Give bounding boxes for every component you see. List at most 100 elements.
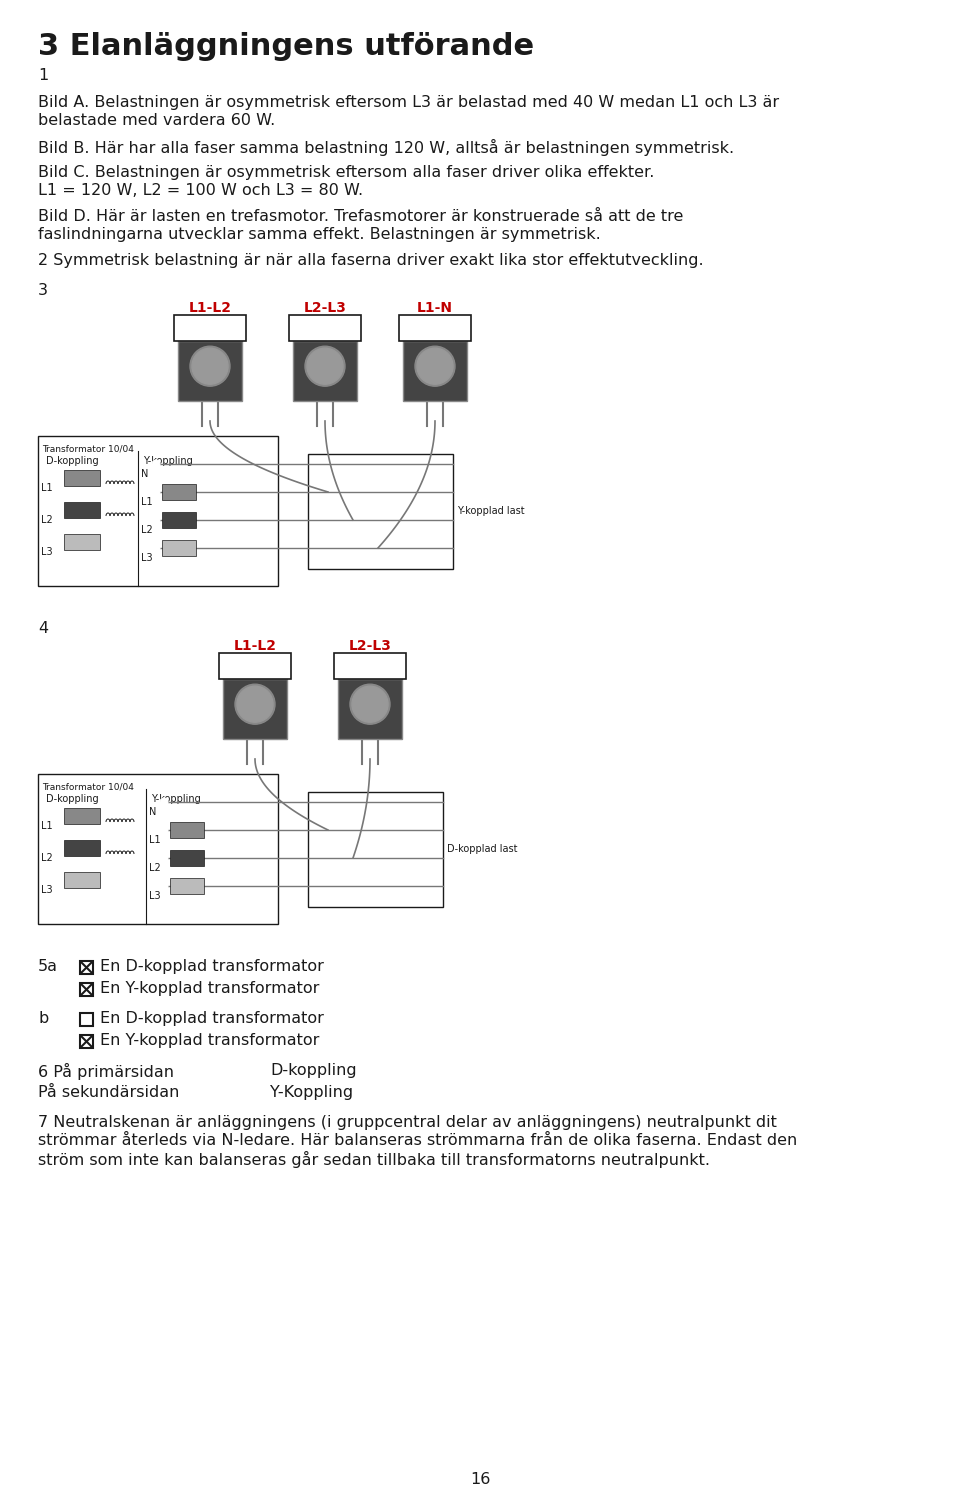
Text: Bild A. Belastningen är osymmetrisk eftersom L3 är belastad med 40 W medan L1 oc: Bild A. Belastningen är osymmetrisk efte… (38, 95, 780, 110)
Text: N: N (149, 807, 156, 817)
Text: Y-koppling: Y-koppling (143, 456, 193, 466)
Text: L1: L1 (149, 835, 160, 844)
Text: L1: L1 (141, 497, 153, 506)
Text: D-koppling: D-koppling (270, 1063, 356, 1078)
Text: Bild C. Belastningen är osymmetrisk eftersom alla faser driver olika effekter.: Bild C. Belastningen är osymmetrisk efte… (38, 165, 655, 180)
Bar (80, 1035, 93, 1048)
Circle shape (305, 347, 345, 386)
Bar (170, 850, 204, 867)
Text: L1-N: L1-N (417, 301, 453, 316)
Text: L1: L1 (41, 820, 53, 831)
Bar (170, 822, 204, 838)
Bar (223, 679, 287, 739)
Text: L2: L2 (41, 853, 53, 864)
Bar (178, 341, 242, 401)
Text: Y-koppling: Y-koppling (151, 794, 201, 804)
Text: D-kopplad last: D-kopplad last (447, 844, 517, 855)
Bar (64, 471, 100, 485)
Circle shape (160, 826, 168, 834)
Circle shape (160, 881, 168, 890)
Bar (338, 679, 402, 739)
Circle shape (192, 348, 228, 384)
Bar (162, 512, 196, 529)
Circle shape (190, 347, 230, 386)
Bar (64, 840, 100, 856)
Bar (162, 541, 196, 555)
Text: L3: L3 (41, 884, 53, 895)
Text: L3: L3 (141, 552, 153, 563)
Bar (64, 502, 100, 518)
Circle shape (160, 798, 168, 806)
Circle shape (350, 685, 390, 724)
Bar (80, 983, 93, 996)
Circle shape (54, 812, 62, 820)
Text: 2 Symmetrisk belastning är när alla faserna driver exakt lika stor effektutveckl: 2 Symmetrisk belastning är när alla fase… (38, 253, 704, 268)
Circle shape (307, 348, 343, 384)
Text: 5a: 5a (38, 959, 58, 974)
Circle shape (415, 347, 455, 386)
Text: L1 = 120 W, L2 = 100 W och L3 = 80 W.: L1 = 120 W, L2 = 100 W och L3 = 80 W. (38, 183, 363, 198)
Circle shape (152, 488, 160, 496)
Text: D-koppling: D-koppling (46, 456, 99, 466)
Text: 400 V: 400 V (186, 319, 233, 334)
Bar (174, 316, 246, 341)
Text: 230 V: 230 V (412, 319, 459, 334)
Circle shape (54, 876, 62, 884)
Text: 6 På primärsidan: 6 På primärsidan (38, 1063, 174, 1080)
Text: L2-L3: L2-L3 (303, 301, 347, 316)
Text: 1: 1 (38, 68, 48, 83)
Text: 3 Elanläggningens utförande: 3 Elanläggningens utförande (38, 31, 534, 61)
Circle shape (352, 686, 388, 722)
Circle shape (235, 685, 275, 724)
Bar (38, 436, 278, 587)
Text: 3: 3 (38, 283, 48, 298)
Text: L2-L3: L2-L3 (348, 639, 392, 654)
Text: L2: L2 (149, 864, 160, 873)
Text: L1-L2: L1-L2 (188, 301, 231, 316)
Circle shape (152, 543, 160, 552)
Bar (403, 341, 467, 401)
Text: Y-Koppling: Y-Koppling (270, 1085, 353, 1100)
Text: L3: L3 (41, 546, 53, 557)
Bar (289, 316, 361, 341)
Text: En Y-kopplad transformator: En Y-kopplad transformator (100, 1033, 320, 1048)
Text: faslindningarna utvecklar samma effekt. Belastningen är symmetrisk.: faslindningarna utvecklar samma effekt. … (38, 226, 601, 243)
Circle shape (54, 506, 62, 514)
Bar (80, 960, 93, 974)
Bar (308, 792, 443, 907)
Bar (219, 654, 291, 679)
Circle shape (152, 517, 160, 524)
Text: L1: L1 (41, 482, 53, 493)
Text: 400 V: 400 V (301, 319, 348, 334)
Circle shape (237, 686, 273, 722)
Bar (170, 879, 204, 893)
Circle shape (54, 844, 62, 852)
Text: Bild B. Här har alla faser samma belastning 120 W, alltså är belastningen symmet: Bild B. Här har alla faser samma belastn… (38, 138, 734, 156)
Text: L1-L2: L1-L2 (233, 639, 276, 654)
Text: N: N (141, 469, 149, 479)
Text: Bild D. Här är lasten en trefasmotor. Trefasmotorer är konstruerade så att de tr: Bild D. Här är lasten en trefasmotor. Tr… (38, 208, 684, 223)
Text: Transformator 10/04: Transformator 10/04 (42, 782, 133, 791)
Text: belastade med vardera 60 W.: belastade med vardera 60 W. (38, 113, 276, 128)
Circle shape (152, 460, 160, 468)
Bar (38, 774, 278, 925)
Text: D-koppling: D-koppling (46, 794, 99, 804)
Bar (162, 484, 196, 500)
Text: Transformator 10/04: Transformator 10/04 (42, 444, 133, 453)
Text: L2: L2 (41, 515, 53, 526)
Bar (293, 341, 357, 401)
Bar (64, 535, 100, 549)
Text: 400 V: 400 V (347, 657, 394, 672)
Text: Y-kopplad last: Y-kopplad last (457, 506, 524, 517)
Text: strömmar återleds via N-ledare. Här balanseras strömmarna från de olika faserna.: strömmar återleds via N-ledare. Här bala… (38, 1133, 797, 1148)
Circle shape (160, 855, 168, 862)
Text: 7 Neutralskenan är anläggningens (i gruppcentral delar av anläggningens) neutral: 7 Neutralskenan är anläggningens (i grup… (38, 1115, 777, 1130)
Text: En Y-kopplad transformator: En Y-kopplad transformator (100, 981, 320, 996)
Bar (64, 873, 100, 887)
Text: ström som inte kan balanseras går sedan tillbaka till transformatorns neutralpun: ström som inte kan balanseras går sedan … (38, 1151, 710, 1167)
Circle shape (54, 538, 62, 546)
Bar (308, 454, 453, 569)
Text: En D-kopplad transformator: En D-kopplad transformator (100, 1011, 324, 1026)
Text: L3: L3 (149, 890, 160, 901)
Bar (80, 1013, 93, 1026)
